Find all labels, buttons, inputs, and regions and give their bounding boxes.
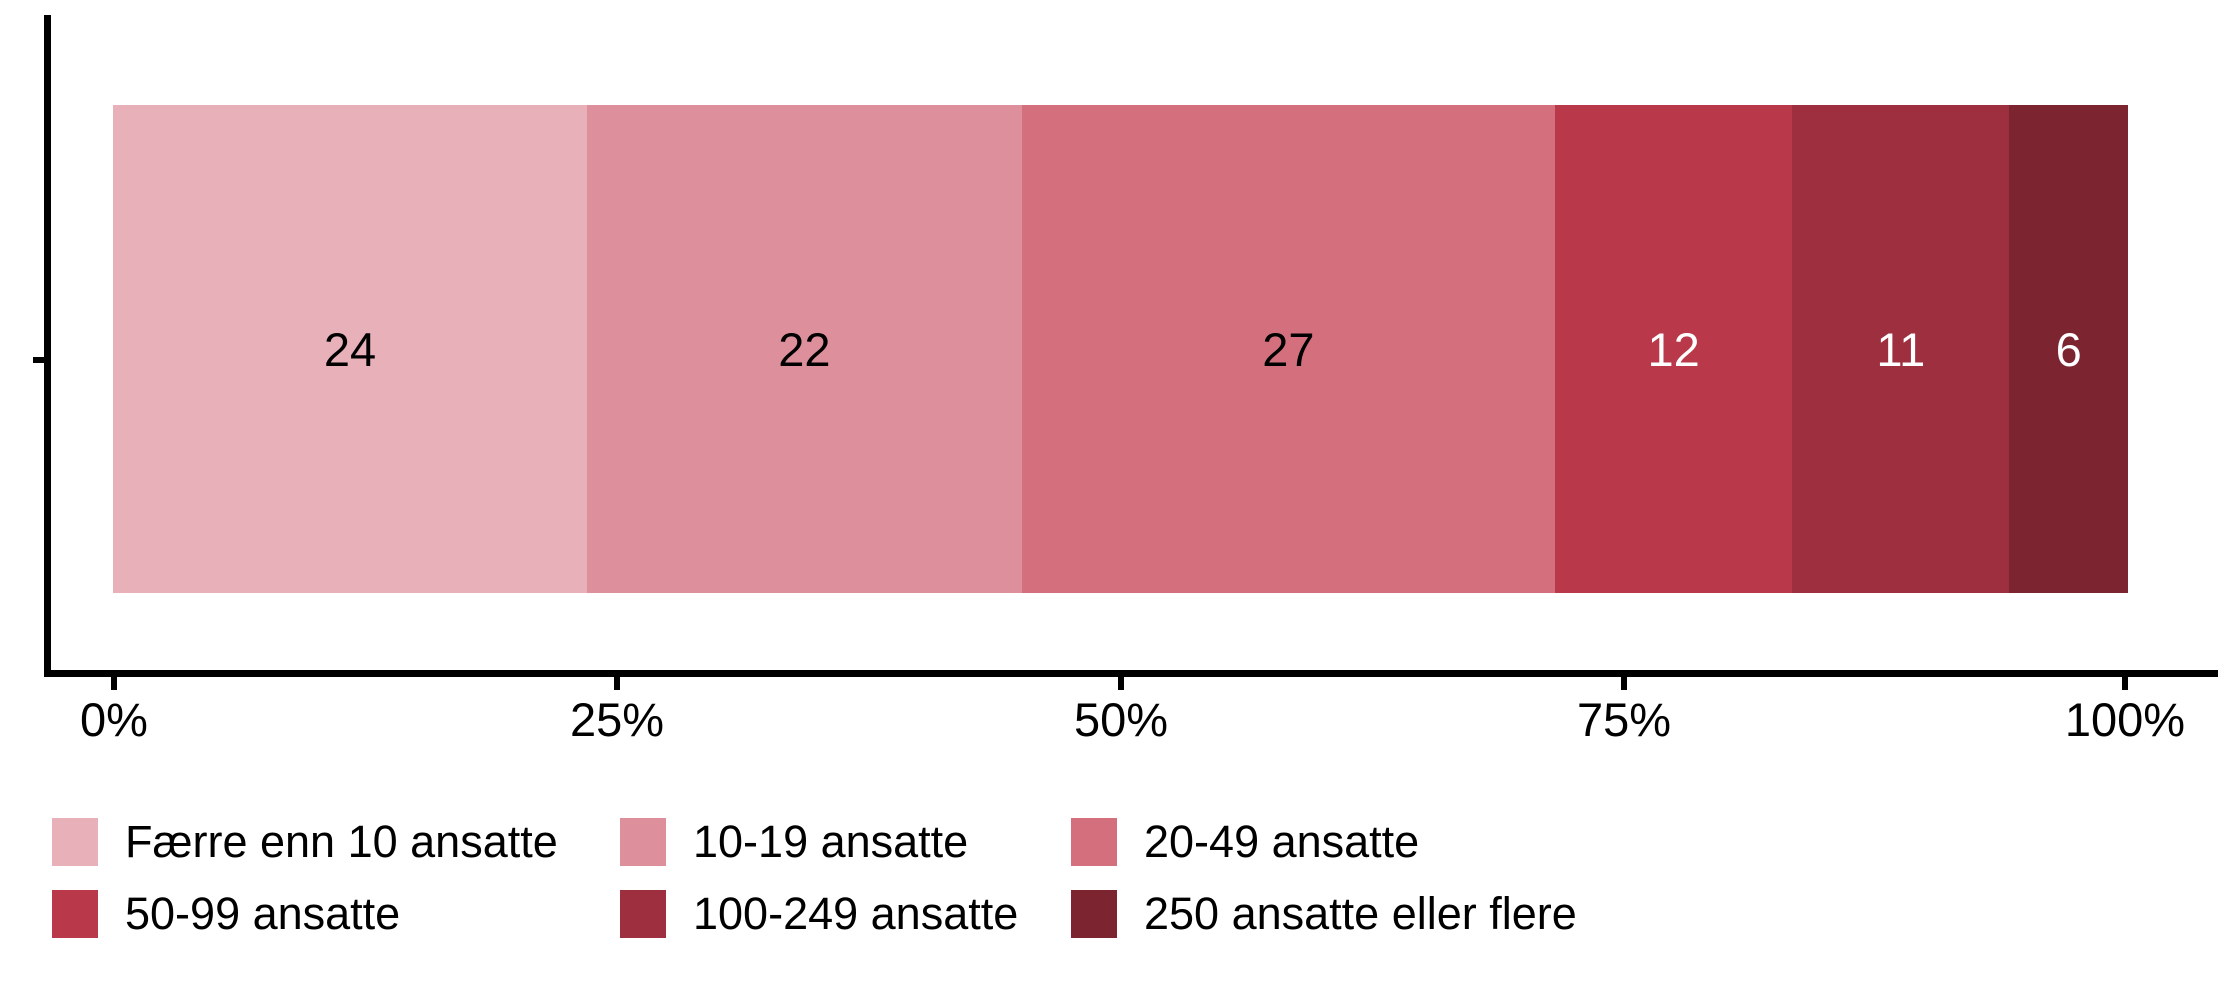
x-tick-label-75: 75% xyxy=(1576,693,1672,746)
legend-row-2: 50-99 ansatte 100-249 ansatte 250 ansatt… xyxy=(0,888,2240,939)
legend-label-10-19: 10-19 ansatte xyxy=(693,816,969,867)
bar-segment-10-19: 22 xyxy=(587,105,1022,593)
bar-segment-value: 6 xyxy=(2055,322,2082,376)
legend-item-100-249: 100-249 ansatte xyxy=(620,888,1019,939)
legend-label-under-10: Færre enn 10 ansatte xyxy=(125,816,558,867)
x-tick-25 xyxy=(614,677,620,690)
x-axis-line xyxy=(44,670,2218,677)
legend-swatch-under-10 xyxy=(52,818,98,866)
x-tick-0 xyxy=(111,677,117,690)
x-tick-75 xyxy=(1621,677,1627,690)
bar-segment-under-10: 24 xyxy=(113,105,588,593)
legend-item-20-49: 20-49 ansatte xyxy=(1071,816,1420,867)
legend-item-50-99: 50-99 ansatte xyxy=(52,888,401,939)
bar-segment-value: 27 xyxy=(1262,322,1315,376)
y-axis-line xyxy=(44,15,51,677)
x-tick-label-100: 100% xyxy=(2064,693,2186,746)
bar-segment-value: 24 xyxy=(323,322,377,376)
bar-segment-50-99: 12 xyxy=(1555,105,1793,593)
bar-segment-value: 12 xyxy=(1647,322,1700,376)
y-axis-tick xyxy=(33,357,44,363)
bar-segment-value: 22 xyxy=(778,322,831,376)
bar-segment-value: 11 xyxy=(1876,322,1926,376)
x-tick-label-25: 25% xyxy=(569,693,665,746)
legend-swatch-10-19 xyxy=(620,818,666,866)
x-tick-label-50: 50% xyxy=(1073,693,1169,746)
stacked-bar: 24 22 27 12 11 6 xyxy=(113,105,2128,593)
bar-segment-250-plus: 6 xyxy=(2009,105,2128,593)
legend-swatch-100-249 xyxy=(620,890,666,938)
bar-segment-20-49: 27 xyxy=(1021,105,1556,593)
legend-label-50-99: 50-99 ansatte xyxy=(125,888,401,939)
legend-label-250-plus: 250 ansatte eller flere xyxy=(1144,888,1577,939)
x-tick-50 xyxy=(1118,677,1124,690)
bar-segment-100-249: 11 xyxy=(1792,105,2010,593)
legend-swatch-250-plus xyxy=(1071,890,1117,938)
x-tick-label-0: 0% xyxy=(80,693,148,746)
x-tick-100 xyxy=(2122,677,2128,690)
legend-swatch-20-49 xyxy=(1071,818,1117,866)
legend-item-under-10: Færre enn 10 ansatte xyxy=(52,816,558,867)
legend-row-1: Færre enn 10 ansatte 10-19 ansatte 20-49… xyxy=(0,816,2240,867)
legend-label-20-49: 20-49 ansatte xyxy=(1144,816,1420,867)
legend-swatch-50-99 xyxy=(52,890,98,938)
legend-item-10-19: 10-19 ansatte xyxy=(620,816,969,867)
legend-item-250-plus: 250 ansatte eller flere xyxy=(1071,888,1577,939)
legend-label-100-249: 100-249 ansatte xyxy=(693,888,1019,939)
